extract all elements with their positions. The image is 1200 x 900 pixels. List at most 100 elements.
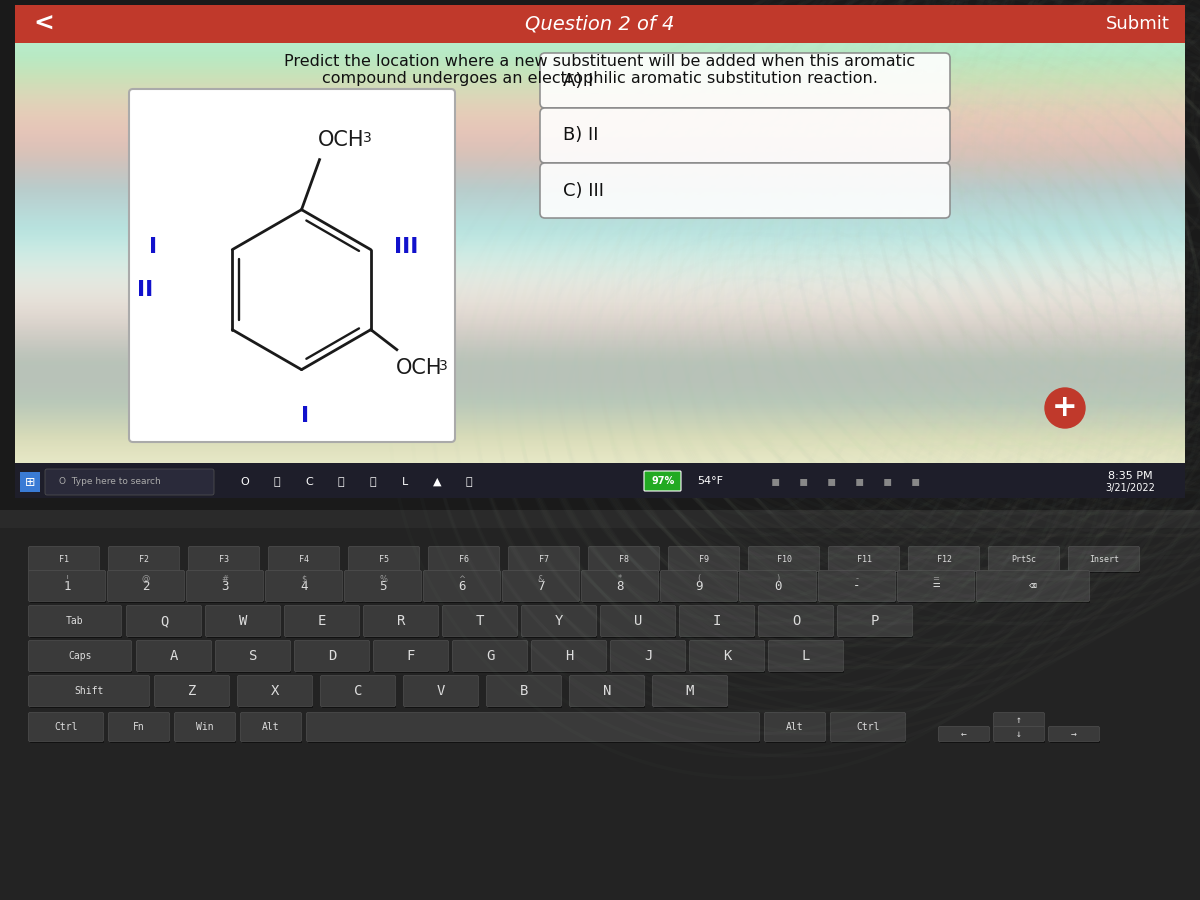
FancyBboxPatch shape (828, 546, 900, 572)
Bar (14, 284, 1186, 285)
Bar (14, 426, 1186, 428)
Text: F10: F10 (776, 554, 792, 563)
Bar (14, 390, 1186, 392)
FancyBboxPatch shape (217, 643, 292, 673)
Bar (14, 380, 1186, 382)
Bar (14, 107, 1186, 109)
Bar (14, 233, 1186, 235)
Bar (14, 330, 1186, 332)
FancyBboxPatch shape (670, 549, 740, 573)
FancyBboxPatch shape (770, 643, 844, 673)
Bar (14, 462, 1186, 464)
Text: Alt: Alt (786, 722, 804, 732)
Bar (14, 104, 1186, 106)
Bar (14, 369, 1186, 371)
Bar (14, 85, 1186, 86)
Bar (14, 68, 1186, 70)
FancyBboxPatch shape (176, 715, 236, 743)
FancyBboxPatch shape (108, 546, 180, 572)
Bar (14, 220, 1186, 222)
Bar (14, 94, 1186, 96)
Bar (14, 86, 1186, 88)
Bar (14, 190, 1186, 192)
Text: F12: F12 (936, 554, 952, 563)
Text: =: = (932, 574, 940, 583)
Text: F5: F5 (379, 554, 389, 563)
FancyBboxPatch shape (602, 608, 676, 638)
Bar (14, 471, 1186, 473)
Bar (14, 355, 1186, 356)
Bar (14, 81, 1186, 83)
Text: U: U (634, 614, 642, 628)
FancyBboxPatch shape (739, 571, 816, 601)
FancyBboxPatch shape (522, 606, 596, 636)
Bar (14, 60, 1186, 62)
FancyBboxPatch shape (30, 643, 132, 673)
FancyBboxPatch shape (265, 571, 342, 601)
Bar (14, 282, 1186, 283)
Bar (14, 5, 1186, 43)
Text: *: * (618, 574, 622, 583)
Bar (14, 88, 1186, 90)
FancyBboxPatch shape (830, 713, 906, 742)
Bar (14, 248, 1186, 249)
FancyBboxPatch shape (373, 641, 449, 671)
Bar (14, 197, 1186, 199)
Bar (14, 96, 1186, 98)
Bar (14, 383, 1186, 385)
Text: 97%: 97% (652, 476, 674, 486)
Bar (14, 301, 1186, 302)
Text: K: K (722, 649, 731, 663)
Bar (14, 399, 1186, 400)
Bar (14, 122, 1186, 123)
Bar (14, 193, 1186, 194)
Bar (14, 270, 1186, 272)
FancyBboxPatch shape (1068, 546, 1140, 572)
Text: Win: Win (196, 722, 214, 732)
Bar (14, 28, 1186, 30)
Bar (14, 406, 1186, 408)
FancyBboxPatch shape (600, 606, 676, 636)
Bar (14, 22, 1186, 23)
Text: ▪: ▪ (854, 474, 864, 488)
Bar (14, 63, 1186, 64)
Bar (14, 84, 1186, 86)
Bar (14, 379, 1186, 381)
Bar (14, 236, 1186, 238)
Bar (14, 90, 1186, 92)
Bar (14, 228, 1186, 230)
FancyBboxPatch shape (690, 641, 764, 671)
Bar (14, 32, 1186, 33)
Bar (14, 196, 1186, 198)
Text: C) III: C) III (563, 182, 604, 200)
Bar (14, 157, 1186, 158)
Bar (14, 343, 1186, 345)
Bar (14, 12, 1186, 14)
Bar (14, 75, 1186, 76)
Bar (14, 130, 1186, 132)
Bar (14, 358, 1186, 360)
Bar (14, 445, 1186, 446)
Text: G: G (486, 649, 494, 663)
Bar (14, 220, 1186, 221)
Text: @: @ (142, 574, 150, 583)
Text: 🟧: 🟧 (337, 477, 344, 487)
Bar (14, 398, 1186, 400)
Bar (14, 266, 1186, 268)
Bar (14, 463, 1186, 498)
Bar (0, 528, 1200, 900)
Bar (14, 171, 1186, 173)
Bar (14, 76, 1186, 78)
Bar (14, 91, 1186, 93)
Text: O: O (241, 477, 250, 487)
Bar (14, 289, 1186, 291)
Bar (14, 184, 1186, 186)
Bar (14, 297, 1186, 299)
Bar (14, 181, 1186, 183)
Bar (14, 356, 1186, 357)
Text: S: S (248, 649, 257, 663)
Bar (14, 44, 1186, 46)
Bar (14, 50, 1186, 52)
Bar (14, 353, 1186, 355)
Bar (14, 179, 1186, 181)
